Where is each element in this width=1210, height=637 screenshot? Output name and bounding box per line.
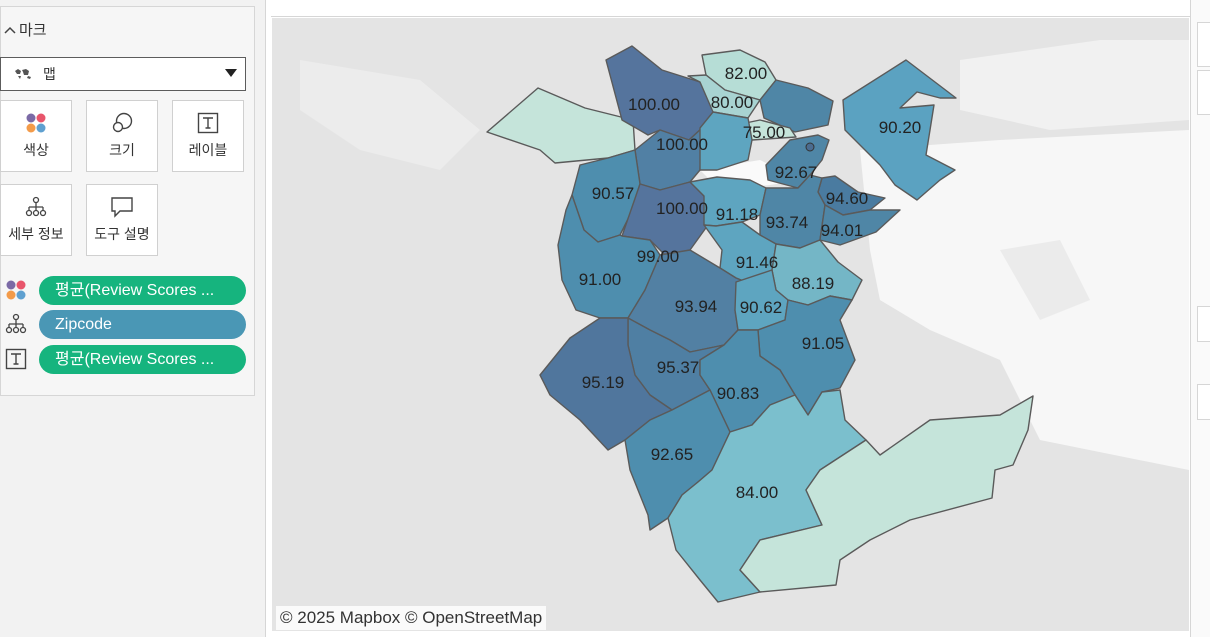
tooltip-tile[interactable]: 도구 설명	[86, 184, 158, 256]
zip-value-label: 95.19	[582, 373, 625, 392]
zip-value-label: 90.62	[740, 298, 783, 317]
zip-value-label: 95.37	[657, 358, 700, 377]
zip-value-label: 75.00	[743, 123, 786, 142]
detail-field-pill[interactable]: Zipcode	[39, 310, 246, 339]
label-icon	[197, 112, 219, 134]
marks-title: 마크	[19, 21, 47, 39]
tooltip-tile-label: 도구 설명	[94, 226, 150, 242]
size-tile[interactable]: 크기	[86, 100, 158, 172]
zip-region	[699, 111, 753, 171]
detail-icon	[25, 196, 47, 217]
zip-value-label: 90.20	[879, 118, 922, 137]
map-view[interactable]: 82.00 80.00 100.00 75.00 100.00 90.20 92…	[272, 18, 1189, 631]
detail-tile[interactable]: 세부 정보	[0, 184, 72, 256]
right-panel	[1190, 0, 1210, 637]
zip-value-label: 99.00	[637, 247, 680, 266]
tooltip-icon	[111, 197, 133, 218]
zip-region	[739, 395, 1034, 593]
map-attribution[interactable]: © 2025 Mapbox © OpenStreetMap	[276, 606, 547, 630]
zip-value-label: 91.00	[579, 270, 622, 289]
zip-value-label: 88.19	[792, 274, 835, 293]
zip-value-label: 82.00	[725, 64, 768, 83]
color-tile-label: 색상	[23, 142, 49, 158]
pill-row-color	[1, 275, 31, 305]
pill-row-label	[1, 344, 31, 374]
zip-value-label: 100.00	[656, 135, 708, 154]
label-tile-label: 레이블	[188, 142, 228, 158]
mark-type-value: 맵	[43, 66, 56, 82]
zip-region	[759, 79, 834, 133]
view-title-area	[271, 0, 1190, 17]
choropleth-map[interactable]: 82.00 80.00 100.00 75.00 100.00 90.20 92…	[272, 18, 1189, 631]
detail-icon	[1, 309, 31, 339]
label-field-pill[interactable]: 평균(Review Scores ...	[39, 345, 246, 374]
zip-value-label: 93.74	[766, 213, 809, 232]
marks-header[interactable]: 마크	[1, 17, 47, 41]
zip-value-label: 91.05	[802, 334, 845, 353]
zip-value-label: 100.00	[628, 95, 680, 114]
zip-value-label: 92.67	[775, 163, 818, 182]
zip-value-label: 94.01	[821, 221, 864, 240]
map-icon	[15, 69, 31, 79]
mark-type-dropdown[interactable]: 맵	[0, 57, 246, 91]
map-marker	[805, 142, 815, 152]
zip-region	[689, 176, 767, 227]
zip-value-label: 91.18	[716, 205, 759, 224]
color-field-pill[interactable]: 평균(Review Scores ...	[39, 276, 246, 305]
legend-card[interactable]	[1197, 70, 1210, 115]
zip-value-label: 84.00	[736, 483, 779, 502]
zip-value-label: 90.57	[592, 184, 635, 203]
marks-card: 마크 맵 색상 크기 레이블	[0, 6, 255, 396]
filter-card[interactable]	[1197, 384, 1210, 420]
color-tile[interactable]: 색상	[0, 100, 72, 172]
zip-value-label: 80.00	[711, 93, 754, 112]
dropdown-arrow-icon[interactable]	[225, 69, 237, 77]
zip-value-label: 90.83	[717, 384, 760, 403]
size-icon	[112, 112, 133, 133]
filter-card[interactable]	[1197, 306, 1210, 342]
chevron-up-icon[interactable]	[1, 21, 19, 37]
zip-value-label: 92.65	[651, 445, 694, 464]
pill-row-detail	[1, 309, 31, 339]
label-icon	[1, 344, 31, 374]
label-tile[interactable]: 레이블	[172, 100, 244, 172]
zip-value-label: 94.60	[826, 189, 869, 208]
color-icon	[26, 113, 46, 133]
zip-region	[667, 389, 867, 603]
zip-region	[687, 74, 761, 119]
zip-value-label: 93.94	[675, 297, 718, 316]
zip-region	[539, 317, 673, 451]
zip-region	[842, 59, 957, 201]
color-icon	[1, 275, 31, 305]
detail-tile-label: 세부 정보	[8, 226, 64, 242]
zip-value-label: 91.46	[736, 253, 779, 272]
size-tile-label: 크기	[109, 142, 135, 158]
zip-value-label: 100.00	[656, 199, 708, 218]
zip-region	[819, 204, 901, 246]
legend-card[interactable]	[1197, 22, 1210, 67]
